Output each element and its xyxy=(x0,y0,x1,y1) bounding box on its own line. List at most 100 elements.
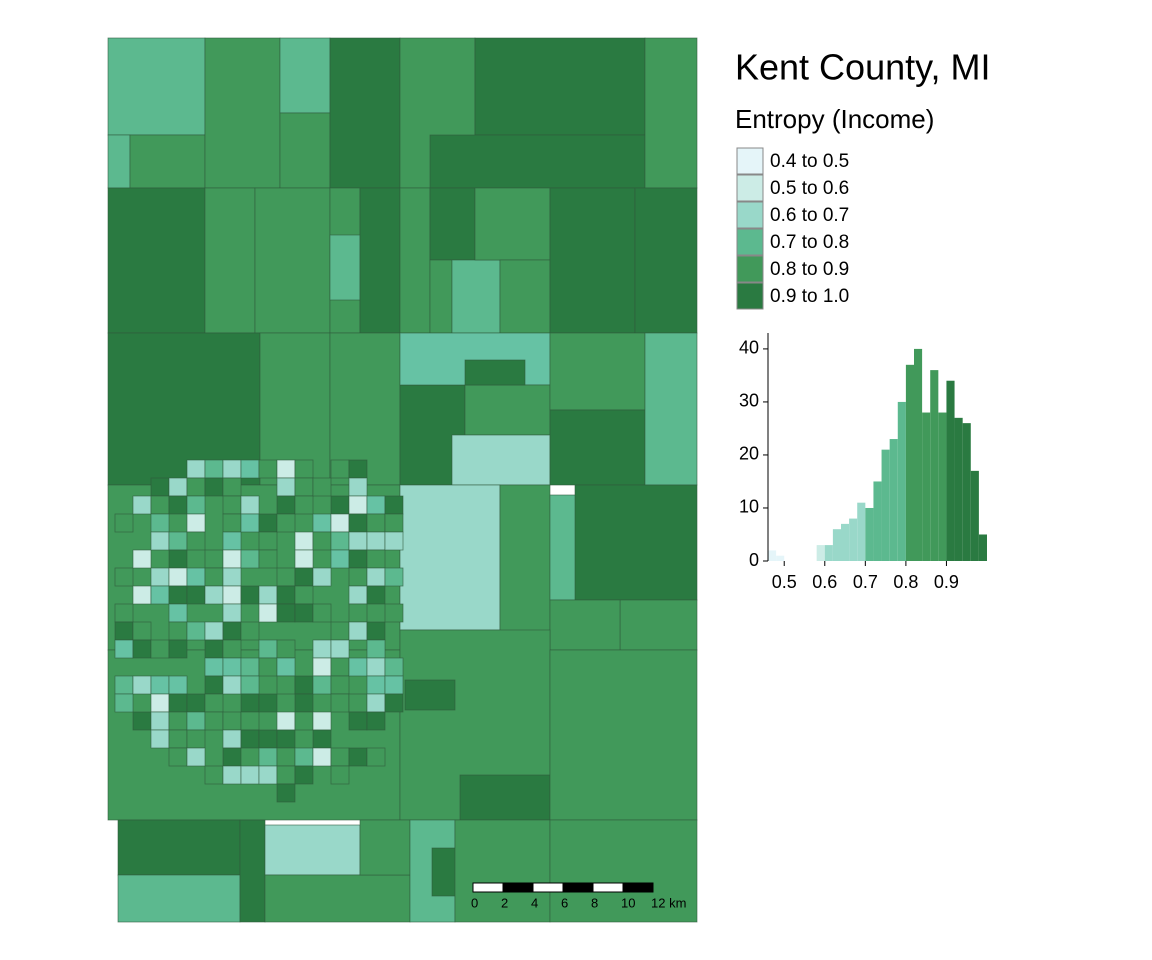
tract xyxy=(258,765,278,785)
tract xyxy=(348,693,368,713)
tract xyxy=(429,187,476,261)
y-tick-label: 10 xyxy=(739,497,759,517)
tract xyxy=(634,187,698,334)
tract xyxy=(366,549,386,569)
tract xyxy=(366,747,386,767)
legend: 0.4 to 0.5 0.5 to 0.6 0.6 to 0.7 0.7 to 0.8… xyxy=(736,147,849,310)
tract xyxy=(168,603,188,623)
tract xyxy=(240,729,260,749)
tract xyxy=(204,549,224,569)
tract xyxy=(330,459,350,479)
tract xyxy=(204,639,224,659)
tract xyxy=(359,187,401,334)
tract xyxy=(366,585,386,605)
tract xyxy=(279,112,331,189)
tract xyxy=(549,599,621,651)
tract xyxy=(168,531,188,551)
tract xyxy=(222,711,242,731)
tract xyxy=(366,639,386,659)
tract xyxy=(168,747,188,767)
bar xyxy=(897,401,906,561)
tract xyxy=(384,531,404,551)
tract xyxy=(132,495,152,515)
tract xyxy=(114,639,134,659)
tract xyxy=(384,657,404,677)
histogram: 0 10 20 30 40 0.5 0.6 0.7 0.8 0.9 xyxy=(739,333,987,592)
tract xyxy=(117,874,241,923)
legend-swatch xyxy=(736,174,764,202)
tract xyxy=(150,531,170,551)
bar xyxy=(946,380,955,561)
tract xyxy=(312,711,332,731)
tract xyxy=(132,639,152,659)
tract xyxy=(312,531,332,551)
tract xyxy=(258,531,278,551)
tract xyxy=(150,711,170,731)
tract xyxy=(150,639,170,659)
tract xyxy=(330,639,350,659)
x-tick-label: 0.6 xyxy=(812,572,837,592)
tract xyxy=(186,729,206,749)
x-tick-label: 0.8 xyxy=(893,572,918,592)
scale-label: 10 xyxy=(621,895,635,910)
tract xyxy=(186,495,206,515)
tract xyxy=(132,585,152,605)
tract xyxy=(431,847,458,897)
tract xyxy=(204,477,224,497)
tract xyxy=(294,603,314,623)
tract xyxy=(276,513,296,533)
tract xyxy=(294,495,314,515)
tract xyxy=(132,621,152,641)
bar xyxy=(914,348,923,561)
tract xyxy=(294,567,314,587)
tract xyxy=(330,549,350,569)
tract xyxy=(348,711,368,731)
tract xyxy=(222,459,242,479)
tract xyxy=(464,359,526,386)
tract xyxy=(204,711,224,731)
tract xyxy=(168,477,188,497)
bar xyxy=(865,507,874,561)
legend-label: 0.5 to 0.6 xyxy=(770,178,849,199)
tract xyxy=(366,675,386,695)
tract xyxy=(499,484,551,651)
tract xyxy=(429,259,453,334)
tract xyxy=(168,693,188,713)
tract xyxy=(276,711,296,731)
bar xyxy=(978,534,987,561)
scale-segment xyxy=(592,882,624,893)
tract xyxy=(222,765,242,785)
map-title: Kent County, MI xyxy=(735,47,990,88)
tract xyxy=(348,657,368,677)
tract xyxy=(276,729,296,749)
tract xyxy=(294,765,314,785)
tract xyxy=(168,567,188,587)
tract xyxy=(258,459,278,479)
bar xyxy=(857,502,866,561)
tract xyxy=(258,693,278,713)
scale-segment xyxy=(622,882,654,893)
tract xyxy=(384,495,404,515)
tract xyxy=(330,693,350,713)
tract xyxy=(204,585,224,605)
tract xyxy=(276,675,296,695)
tract xyxy=(276,585,296,605)
tract xyxy=(312,639,332,659)
tract xyxy=(186,693,206,713)
scale-segment xyxy=(562,882,594,893)
tract xyxy=(222,495,242,515)
bar xyxy=(930,370,939,561)
legend-swatch xyxy=(736,228,764,256)
scale-bar: 0 2 4 6 8 10 12 km xyxy=(471,882,686,910)
tract xyxy=(168,675,188,695)
tract xyxy=(549,819,698,923)
tract xyxy=(404,679,456,711)
tract xyxy=(222,549,242,569)
tract xyxy=(276,765,296,785)
bar xyxy=(905,364,914,561)
tract xyxy=(399,187,431,334)
legend-label: 0.8 to 0.9 xyxy=(770,259,849,280)
tract xyxy=(204,657,224,677)
tract xyxy=(366,495,386,515)
bar xyxy=(938,412,947,561)
